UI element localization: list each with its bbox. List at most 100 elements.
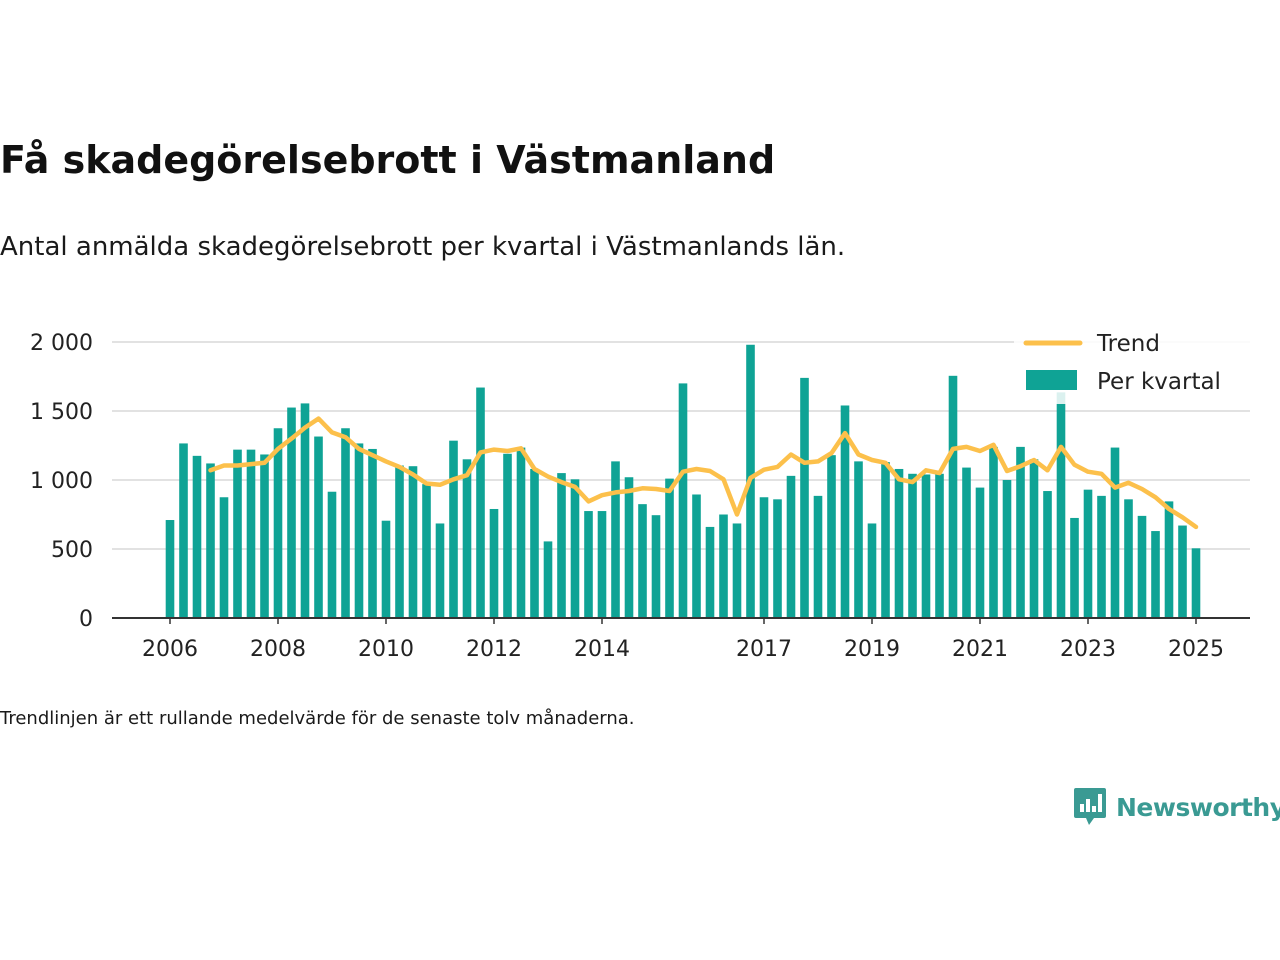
bar[interactable]	[854, 461, 863, 618]
bar[interactable]	[975, 487, 985, 618]
bar[interactable]	[260, 454, 269, 618]
legend-per-kvartal-label: Per kvartal	[1097, 369, 1221, 395]
bar[interactable]	[408, 466, 418, 618]
bar[interactable]	[1056, 392, 1066, 618]
x-axis	[112, 617, 1250, 624]
bar[interactable]	[867, 523, 877, 618]
bar[interactable]	[422, 484, 431, 618]
y-axis-tick-labels: 0 500 1 000 1 500 2 000	[30, 331, 93, 632]
bar[interactable]	[1029, 459, 1039, 618]
bar[interactable]	[773, 499, 782, 618]
bar[interactable]	[962, 467, 971, 618]
bar[interactable]	[489, 508, 499, 618]
bar[interactable]	[813, 495, 823, 618]
legend-trend-label: Trend	[1096, 331, 1160, 357]
legend-background	[1014, 324, 1250, 404]
bar[interactable]	[341, 428, 350, 618]
bar[interactable]	[1016, 446, 1025, 618]
bar[interactable]	[1137, 515, 1147, 618]
bar[interactable]	[638, 504, 647, 618]
bar[interactable]	[1178, 525, 1187, 618]
chart-title: Få skadegörelsebrott i Västmanland	[0, 138, 776, 182]
bar[interactable]	[611, 461, 620, 618]
bar[interactable]	[597, 511, 607, 618]
bar[interactable]	[1164, 501, 1174, 618]
bar[interactable]	[692, 494, 701, 618]
bar[interactable]	[827, 455, 836, 618]
x-tick-label: 2012	[466, 637, 522, 662]
bar[interactable]	[570, 479, 580, 618]
bar[interactable]	[179, 443, 188, 618]
bar[interactable]	[381, 520, 391, 618]
bar[interactable]	[1151, 531, 1160, 618]
bar[interactable]	[233, 449, 242, 618]
y-tick-label: 0	[79, 607, 93, 632]
bar[interactable]	[503, 453, 512, 618]
bar[interactable]	[273, 428, 283, 618]
x-tick-label: 2017	[736, 637, 792, 662]
logo-text: Newsworthy	[1116, 792, 1280, 822]
trend-line	[208, 416, 1199, 530]
bar[interactable]	[327, 491, 337, 618]
x-tick-label: 2010	[358, 637, 414, 662]
bar[interactable]	[759, 497, 769, 618]
y-tick-label: 1 000	[30, 469, 93, 494]
bar[interactable]	[935, 473, 944, 618]
bar[interactable]	[894, 468, 904, 618]
bar[interactable]	[368, 448, 377, 618]
bar[interactable]	[1043, 491, 1052, 618]
bar[interactable]	[435, 523, 445, 618]
bar[interactable]	[449, 440, 458, 618]
bar[interactable]	[1191, 548, 1201, 618]
bar[interactable]	[395, 465, 404, 618]
bar[interactable]	[732, 523, 742, 618]
bar[interactable]	[989, 446, 998, 618]
bar[interactable]	[800, 377, 809, 618]
bar[interactable]	[476, 387, 485, 618]
bar[interactable]	[665, 478, 674, 618]
bar[interactable]	[300, 403, 310, 618]
bar[interactable]	[219, 497, 229, 618]
y-tick-label: 2 000	[30, 331, 93, 356]
bar[interactable]	[314, 436, 323, 618]
chart-subtitle: Antal anmälda skadegörelsebrott per kvar…	[0, 232, 846, 262]
newsworthy-logo[interactable]: Newsworthy	[1072, 786, 1280, 828]
bar[interactable]	[948, 375, 958, 618]
bar[interactable]	[557, 473, 566, 618]
bar[interactable]	[354, 443, 364, 618]
x-tick-label: 2006	[142, 637, 198, 662]
bar[interactable]	[1110, 447, 1120, 618]
bar[interactable]	[651, 515, 661, 618]
bar[interactable]	[287, 407, 296, 618]
legend: Trend Per kvartal	[1014, 324, 1250, 404]
bar[interactable]	[530, 468, 539, 618]
bar[interactable]	[516, 447, 526, 618]
bar[interactable]	[1097, 495, 1106, 618]
bar[interactable]	[1002, 480, 1012, 618]
bar-chart: 0 500 1 000 1 500 2 000 2006 2008 2010 2012 2014…	[30, 324, 1250, 662]
bar[interactable]	[624, 477, 634, 618]
bar[interactable]	[705, 526, 715, 618]
x-tick-label: 2021	[952, 637, 1008, 662]
bar[interactable]	[206, 463, 215, 618]
bar[interactable]	[719, 514, 728, 619]
bar[interactable]	[246, 449, 256, 618]
y-tick-label: 1 500	[30, 400, 93, 425]
bar[interactable]	[881, 462, 890, 618]
bar[interactable]	[584, 511, 593, 618]
bar[interactable]	[1083, 489, 1093, 618]
bar[interactable]	[165, 520, 175, 618]
bar[interactable]	[908, 473, 917, 618]
legend-per-kvartal-swatch	[1026, 370, 1077, 390]
bar[interactable]	[678, 383, 688, 618]
trend-line-group	[208, 416, 1199, 530]
x-tick-label: 2014	[574, 637, 630, 662]
bar[interactable]	[786, 475, 796, 618]
bar[interactable]	[921, 474, 931, 618]
bar[interactable]	[1124, 499, 1133, 618]
bar[interactable]	[840, 405, 850, 618]
bar[interactable]	[543, 541, 553, 618]
bar[interactable]	[462, 459, 472, 618]
bar[interactable]	[1070, 517, 1079, 618]
bar[interactable]	[192, 455, 202, 618]
